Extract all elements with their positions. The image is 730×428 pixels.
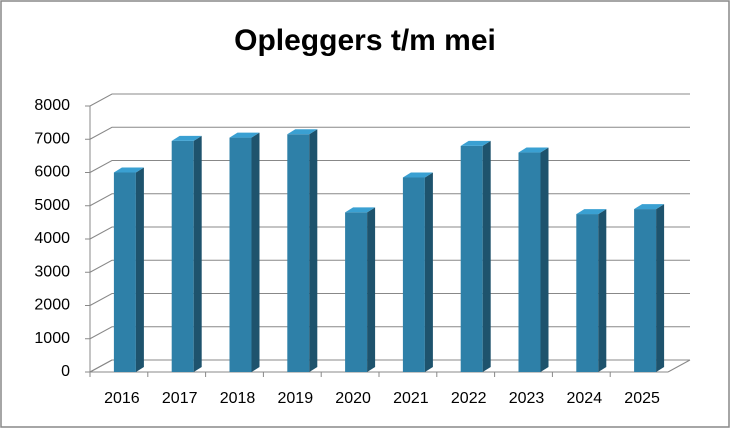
bar-top — [460, 140, 491, 146]
bar — [113, 172, 136, 372]
bar-side — [367, 207, 376, 372]
x-tick-label: 2024 — [567, 390, 603, 407]
bar-top — [287, 129, 318, 135]
bar-top — [402, 172, 433, 178]
bar — [287, 134, 310, 372]
bar-top — [345, 207, 376, 213]
grid-line — [89, 259, 690, 273]
y-tick-label: 4000 — [34, 230, 70, 247]
bar — [460, 145, 483, 372]
grid-line — [89, 326, 690, 340]
x-tick-label: 2021 — [393, 390, 429, 407]
bar-side — [598, 209, 607, 372]
grid-line — [89, 359, 690, 373]
bar — [229, 137, 252, 372]
grid-line — [89, 293, 690, 306]
bar-side — [424, 172, 433, 372]
grid-line — [89, 193, 690, 207]
x-tick-label: 2023 — [509, 390, 545, 407]
x-tick-label: 2019 — [278, 390, 314, 407]
y-tick-label: 7000 — [34, 130, 70, 147]
y-tick-label: 3000 — [34, 263, 70, 280]
bar-side — [251, 132, 260, 372]
x-tick-label: 2022 — [451, 390, 487, 407]
bar — [402, 177, 425, 372]
bar — [518, 152, 541, 372]
y-tick-label: 1000 — [34, 330, 70, 347]
bar — [576, 214, 599, 372]
bar — [171, 140, 194, 372]
bar-side — [540, 147, 549, 372]
bar-top — [229, 132, 260, 138]
bar-side — [482, 140, 491, 372]
grid-line — [89, 226, 690, 240]
x-tick-label: 2017 — [162, 390, 198, 407]
y-tick-label: 5000 — [34, 197, 70, 214]
bar-top — [518, 147, 549, 153]
grid-line — [89, 93, 690, 107]
floor-right — [667, 359, 691, 373]
x-tick-label: 2025 — [624, 390, 660, 407]
x-tick-label: 2020 — [335, 390, 371, 407]
bar-top — [113, 167, 144, 173]
grid-line — [89, 126, 690, 140]
bar-top — [576, 209, 607, 215]
y-tick-label: 8000 — [34, 97, 70, 114]
bar — [345, 212, 368, 372]
x-tick-label: 2018 — [220, 390, 256, 407]
bar-top — [634, 204, 665, 210]
y-tick-label: 0 — [61, 363, 70, 380]
x-tick-label: 2016 — [104, 390, 140, 407]
bar — [634, 209, 657, 372]
bar-side — [656, 204, 665, 372]
grid-line — [89, 160, 690, 173]
bar-top — [171, 135, 202, 141]
y-tick-label: 6000 — [34, 164, 70, 181]
bar-side — [309, 129, 318, 372]
chart-title: Opleggers t/m mei — [234, 24, 496, 57]
bar-side — [193, 135, 202, 372]
y-tick-label: 2000 — [34, 297, 70, 314]
bar-side — [135, 167, 144, 372]
